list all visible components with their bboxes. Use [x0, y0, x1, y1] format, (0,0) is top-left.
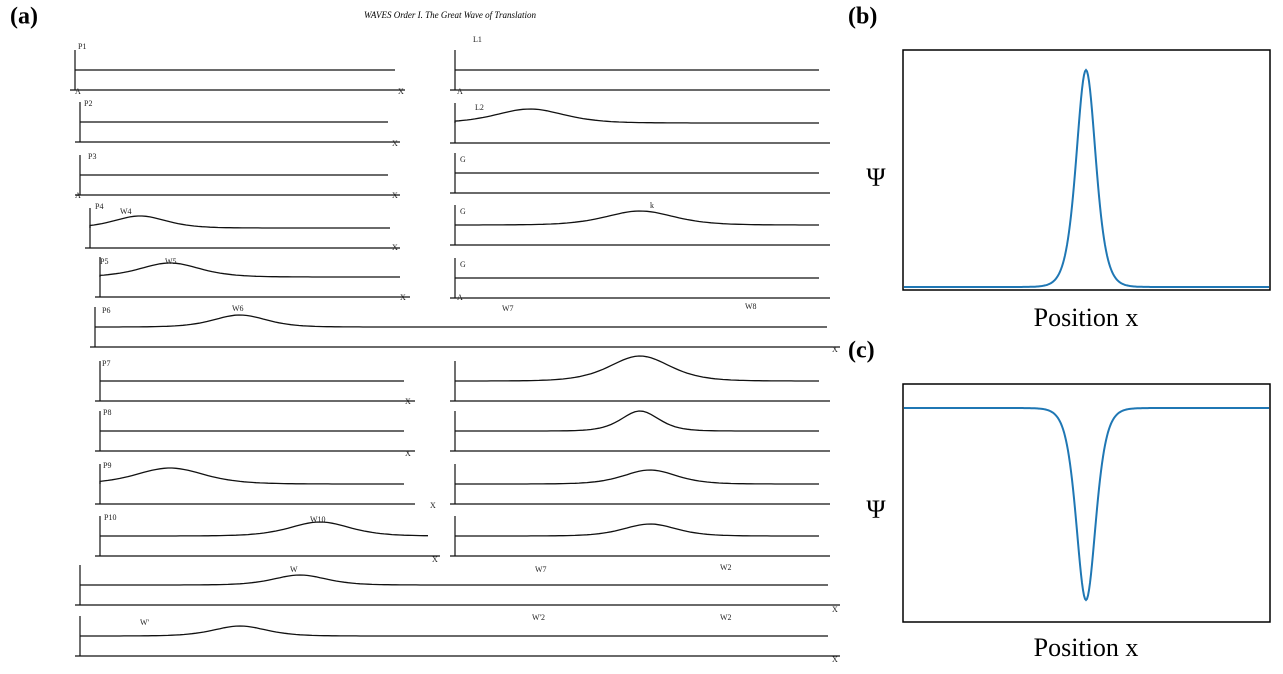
plate-label: W4 — [120, 207, 132, 216]
water-surface — [80, 625, 828, 637]
plate-label: A — [75, 87, 81, 96]
plate-label: G — [460, 207, 466, 216]
plate-label: P9 — [103, 461, 111, 470]
plate-label: X — [430, 501, 436, 510]
plate-label: P1 — [78, 42, 86, 51]
plate-label: W10 — [310, 515, 326, 524]
plate-label: X — [832, 345, 838, 354]
water-surface — [455, 210, 819, 226]
plate-label: X — [400, 293, 406, 302]
plate-label: W — [290, 565, 298, 574]
x-axis-label: Position x — [1034, 633, 1139, 662]
water-surface — [80, 574, 828, 586]
plate-label: W6 — [232, 304, 244, 313]
panel-label: (a) — [10, 4, 38, 30]
plate-label: P4 — [95, 202, 103, 211]
plate-label: W2 — [720, 563, 732, 572]
water-surface — [95, 314, 827, 328]
plate-label: X — [398, 87, 404, 96]
plate-label: G — [460, 260, 466, 269]
water-surface — [455, 355, 819, 382]
plate-label: X — [392, 139, 398, 148]
x-axis-label: Position x — [1034, 303, 1139, 332]
plate-label: W2 — [720, 613, 732, 622]
water-surface — [455, 410, 819, 432]
plate-label: A — [75, 191, 81, 200]
water-surface — [89, 215, 390, 229]
plate-label: P2 — [84, 99, 92, 108]
plate-label: A — [457, 293, 463, 302]
plate-label: X — [832, 605, 838, 614]
dark-soliton-curve — [904, 407, 1269, 602]
scan-plate: P1 P2 P3 P4 W4 P5 W5 P6 W6 W7 W8 P7 P8 P9 P10 W10 W W7 W2 W… — [70, 35, 840, 664]
water-surface — [100, 521, 428, 537]
water-surface — [455, 469, 819, 485]
plate-label: W7 — [535, 565, 547, 574]
plate-label: W5 — [165, 257, 177, 266]
plate-label: G — [460, 155, 466, 164]
plate-label: X — [405, 449, 411, 458]
plate-label: X — [832, 655, 838, 664]
y-axis-label: Ψ — [866, 495, 886, 524]
water-surface — [455, 523, 819, 537]
water-surface — [99, 262, 400, 278]
plate-label: W'2 — [532, 613, 545, 622]
plate-title: WAVES Order I. The Great Wave of Transla… — [364, 10, 536, 20]
plate-label: P6 — [102, 306, 110, 315]
water-surface — [454, 108, 819, 124]
bright-soliton-curve — [904, 68, 1269, 288]
plate-label: P10 — [104, 513, 116, 522]
plot-frame — [902, 383, 1271, 623]
water-surface — [99, 467, 404, 485]
panel-label: (b) — [848, 4, 877, 30]
plate-label: k — [650, 201, 654, 210]
plate-label: L2 — [475, 103, 484, 112]
plate-label: X — [432, 555, 438, 564]
plate-label: P5 — [100, 257, 108, 266]
plate-label: X — [392, 191, 398, 200]
plate-label: X — [405, 397, 411, 406]
plate-label: W8 — [745, 302, 757, 311]
plate-label: W7 — [502, 304, 514, 313]
panel-label: (c) — [848, 338, 875, 364]
plate-label: X — [392, 243, 398, 252]
y-axis-label: Ψ — [866, 163, 886, 192]
plate-label: P8 — [103, 408, 111, 417]
plate-label: W' — [140, 618, 150, 627]
plate-label: L1 — [473, 35, 482, 44]
plot-frame — [902, 49, 1271, 291]
plate-label: P7 — [102, 359, 110, 368]
plate-label: P3 — [88, 152, 96, 161]
plate-label: A — [457, 87, 463, 96]
